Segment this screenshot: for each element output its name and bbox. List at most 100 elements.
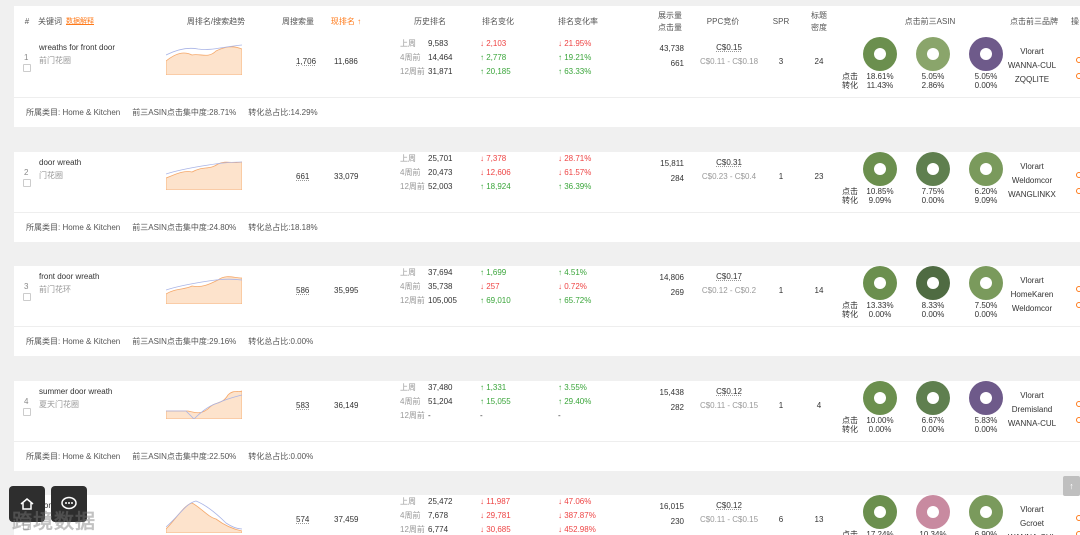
- brand-item[interactable]: WANGLINKX: [1008, 190, 1056, 199]
- top-asin-item[interactable]: 10.85% 9.09%: [860, 152, 900, 205]
- action-icon[interactable]: [1076, 531, 1080, 535]
- action-icon[interactable]: [1076, 515, 1080, 521]
- ppc-value[interactable]: C$0.12: [716, 501, 742, 510]
- header-rank-change[interactable]: 排名变化: [482, 16, 514, 26]
- brand-item[interactable]: WANNA-CUL: [1004, 531, 1060, 535]
- top-asin-item[interactable]: 6.90%: [966, 495, 1006, 535]
- top-asin-item[interactable]: 6.67% 0.00%: [913, 381, 953, 434]
- brand-item[interactable]: WANNA-CUL: [1007, 419, 1057, 428]
- brand-item[interactable]: HomeKaren: [1010, 290, 1054, 299]
- header-rank-change-rate[interactable]: 排名变化率: [558, 16, 598, 26]
- asin-product-image[interactable]: [969, 495, 1003, 529]
- asin-product-image[interactable]: [969, 381, 1003, 415]
- search-volume[interactable]: 586: [296, 286, 310, 295]
- ppc-value[interactable]: C$0.17: [716, 272, 742, 281]
- spr-value: 1: [778, 172, 784, 181]
- history-week12: 6,774: [428, 525, 449, 534]
- brand-item[interactable]: Vlorart: [1020, 47, 1044, 56]
- asin-product-image[interactable]: [916, 381, 950, 415]
- asin-product-image[interactable]: [863, 381, 897, 415]
- home-float-button[interactable]: [9, 486, 45, 522]
- top-asin-item[interactable]: 8.33% 0.00%: [913, 266, 953, 319]
- keyword-text[interactable]: door wreath: [39, 158, 82, 167]
- header-display-clicks[interactable]: 展示量 点击量: [650, 6, 690, 37]
- keyword-text[interactable]: wreaths for front door: [39, 43, 116, 52]
- action-icon[interactable]: [1076, 57, 1080, 63]
- brand-item[interactable]: Vlorart: [1020, 162, 1044, 171]
- row-checkbox[interactable]: [23, 179, 31, 187]
- action-icon[interactable]: [1076, 401, 1080, 407]
- action-icon[interactable]: [1076, 302, 1080, 308]
- header-title-density[interactable]: 标题 密度: [808, 6, 830, 37]
- brand-item[interactable]: Vlorart: [1020, 391, 1044, 400]
- asin-product-image[interactable]: [916, 495, 950, 529]
- top-asin-item[interactable]: 17.24%: [860, 495, 900, 535]
- trend-sparkline[interactable]: [166, 385, 242, 419]
- top-asin-item[interactable]: 13.33% 0.00%: [860, 266, 900, 319]
- header-ppc[interactable]: PPC竞价: [706, 16, 740, 26]
- data-explain-link[interactable]: 数据解释: [66, 17, 94, 25]
- search-volume[interactable]: 661: [296, 172, 310, 181]
- trend-sparkline[interactable]: [166, 270, 242, 304]
- asin-product-image[interactable]: [969, 37, 1003, 71]
- asin-product-image[interactable]: [863, 495, 897, 529]
- brand-item[interactable]: WANNA-CUL: [1007, 61, 1057, 70]
- rank-change-rate: ↓ 21.95% ↑ 19.21% ↑ 63.33%: [558, 37, 638, 79]
- asin-product-image[interactable]: [969, 266, 1003, 300]
- action-icon[interactable]: [1076, 286, 1080, 292]
- asin-product-image[interactable]: [863, 37, 897, 71]
- brand-item[interactable]: Vlorart: [1020, 276, 1044, 285]
- brand-item[interactable]: Weldomcor: [1011, 304, 1053, 313]
- header-spr[interactable]: SPR: [772, 16, 790, 26]
- chat-float-button[interactable]: [51, 486, 87, 522]
- brand-item[interactable]: Vlorart: [1020, 505, 1044, 514]
- asin-conversion-rate: 0.00%: [974, 310, 998, 319]
- row-checkbox[interactable]: [23, 408, 31, 416]
- asin-product-image[interactable]: [916, 152, 950, 186]
- trend-sparkline[interactable]: [166, 499, 242, 533]
- keyword-text[interactable]: summer door wreath: [39, 387, 113, 396]
- brand-item[interactable]: Gcroet: [1019, 519, 1044, 528]
- asin-product-image[interactable]: [916, 37, 950, 71]
- rank-now: 11,686: [334, 57, 358, 66]
- ppc-value[interactable]: C$0.12: [716, 387, 742, 396]
- keyword-text[interactable]: front door wreath: [39, 272, 100, 281]
- row-checkbox[interactable]: [23, 64, 31, 72]
- history-week4: 7,678: [428, 511, 449, 520]
- search-volume[interactable]: 583: [296, 401, 310, 410]
- search-volume[interactable]: 1,706: [296, 57, 317, 66]
- row-checkbox[interactable]: [23, 522, 31, 530]
- trend-sparkline[interactable]: [166, 156, 242, 190]
- asin-product-image[interactable]: [916, 266, 950, 300]
- display-clicks: 15,811 284: [644, 156, 684, 186]
- top-asin-item[interactable]: 7.50% 0.00%: [966, 266, 1006, 319]
- top-asin-item[interactable]: 5.05% 2.86%: [913, 37, 953, 90]
- ppc-value[interactable]: C$0.31: [716, 158, 742, 167]
- header-rank-now[interactable]: 现排名 ↑: [330, 16, 362, 26]
- brand-item[interactable]: ZQQLITE: [1014, 75, 1050, 84]
- asin-product-image[interactable]: [863, 266, 897, 300]
- asin-product-image[interactable]: [969, 152, 1003, 186]
- brand-item[interactable]: Weldomcor: [1011, 176, 1053, 185]
- top-asin-item[interactable]: 5.83% 0.00%: [966, 381, 1006, 434]
- top-asin-item[interactable]: 10.00% 0.00%: [860, 381, 900, 434]
- action-icon[interactable]: [1076, 73, 1080, 79]
- row-checkbox[interactable]: [23, 293, 31, 301]
- top-asin-item[interactable]: 7.75% 0.00%: [913, 152, 953, 205]
- ppc-value[interactable]: C$0.15: [716, 43, 742, 52]
- top-asin-item[interactable]: 5.05% 0.00%: [966, 37, 1006, 90]
- action-icon[interactable]: [1076, 188, 1080, 194]
- asin-click-rate: 18.61%: [866, 72, 894, 81]
- header-trend: 周排名/搜索趋势: [186, 16, 246, 26]
- action-icon[interactable]: [1076, 172, 1080, 178]
- trend-sparkline[interactable]: [166, 41, 242, 75]
- scroll-top-button[interactable]: ↑: [1063, 476, 1080, 496]
- top-asin-item[interactable]: 18.61% 11.43%: [860, 37, 900, 90]
- top-asin-item[interactable]: 10.34%: [913, 495, 953, 535]
- action-icon[interactable]: [1076, 417, 1080, 423]
- header-search-volume[interactable]: 周搜索量: [282, 16, 314, 26]
- asin-product-image[interactable]: [863, 152, 897, 186]
- search-volume[interactable]: 574: [296, 515, 310, 524]
- brand-item[interactable]: Dremisland: [1011, 405, 1053, 414]
- top-asin-item[interactable]: 6.20% 9.09%: [966, 152, 1006, 205]
